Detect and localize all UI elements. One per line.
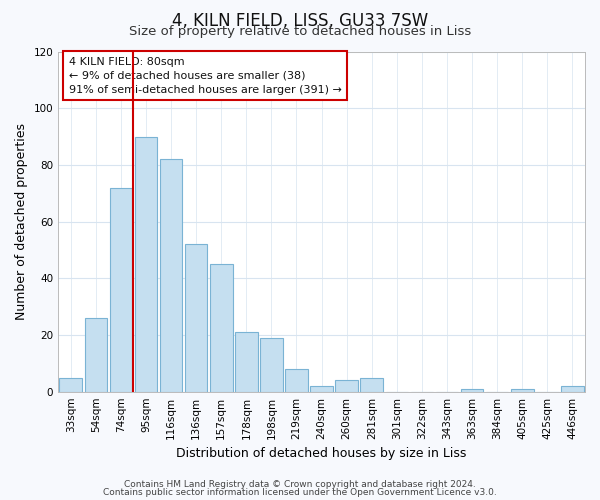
- Bar: [461, 389, 484, 392]
- Bar: [260, 338, 283, 392]
- Bar: [310, 386, 333, 392]
- Bar: [110, 188, 132, 392]
- Bar: [85, 318, 107, 392]
- Bar: [335, 380, 358, 392]
- Y-axis label: Number of detached properties: Number of detached properties: [15, 123, 28, 320]
- Bar: [235, 332, 257, 392]
- Bar: [561, 386, 584, 392]
- Text: Size of property relative to detached houses in Liss: Size of property relative to detached ho…: [129, 25, 471, 38]
- Bar: [210, 264, 233, 392]
- Bar: [160, 159, 182, 392]
- Bar: [59, 378, 82, 392]
- Text: 4 KILN FIELD: 80sqm
← 9% of detached houses are smaller (38)
91% of semi-detache: 4 KILN FIELD: 80sqm ← 9% of detached hou…: [69, 56, 341, 94]
- Text: 4, KILN FIELD, LISS, GU33 7SW: 4, KILN FIELD, LISS, GU33 7SW: [172, 12, 428, 30]
- Text: Contains HM Land Registry data © Crown copyright and database right 2024.: Contains HM Land Registry data © Crown c…: [124, 480, 476, 489]
- Bar: [285, 369, 308, 392]
- X-axis label: Distribution of detached houses by size in Liss: Distribution of detached houses by size …: [176, 447, 467, 460]
- Bar: [511, 389, 533, 392]
- Text: Contains public sector information licensed under the Open Government Licence v3: Contains public sector information licen…: [103, 488, 497, 497]
- Bar: [361, 378, 383, 392]
- Bar: [185, 244, 208, 392]
- Bar: [134, 136, 157, 392]
